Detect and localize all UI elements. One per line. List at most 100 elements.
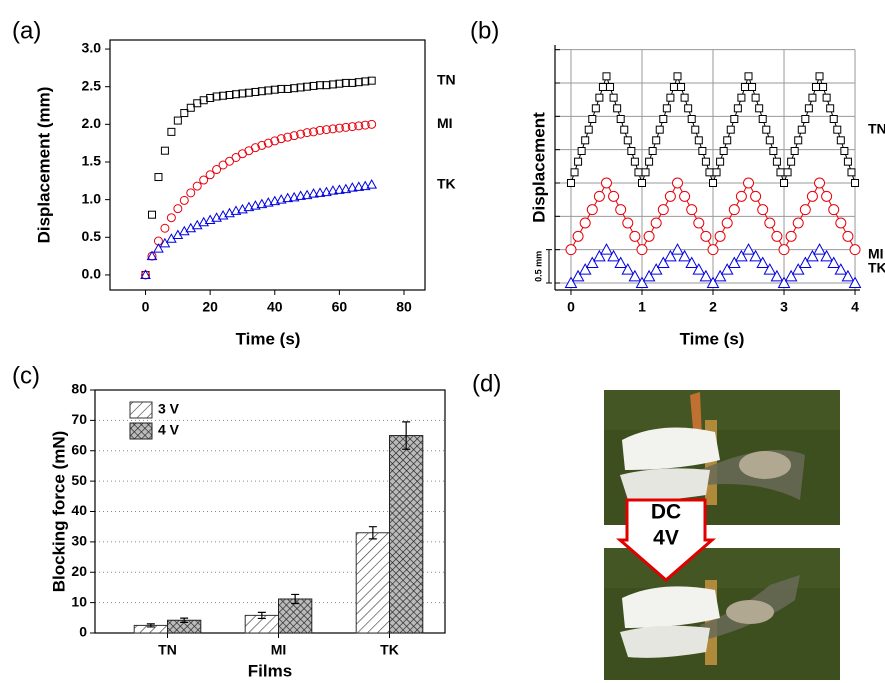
marker <box>811 83 820 91</box>
marker <box>230 205 242 215</box>
marker <box>664 249 677 262</box>
marker <box>296 83 305 92</box>
marker <box>641 168 650 177</box>
marker <box>637 179 646 187</box>
marker <box>179 195 189 205</box>
marker <box>608 190 620 202</box>
y-tick-label: 2.5 <box>82 77 102 93</box>
photo-before <box>604 390 840 525</box>
marker <box>621 263 635 275</box>
panel-label: (c) <box>12 362 40 389</box>
plot-frame <box>109 39 426 291</box>
marker <box>756 256 770 268</box>
marker <box>277 84 286 93</box>
marker <box>721 217 733 229</box>
marker <box>836 136 845 145</box>
marker <box>334 184 345 194</box>
marker <box>585 256 599 268</box>
marker <box>815 72 824 81</box>
y-tick-label: 1.0 <box>82 190 102 206</box>
marker <box>671 177 683 189</box>
marker <box>186 103 195 112</box>
marker <box>833 125 842 134</box>
marker <box>290 84 299 93</box>
marker <box>783 168 792 177</box>
marker <box>578 263 592 275</box>
x-tick-label: 3 <box>780 299 788 315</box>
marker <box>699 269 713 282</box>
y-tick-label: 0.5 <box>82 228 102 244</box>
marker <box>173 204 183 214</box>
series-label: MI <box>437 115 453 131</box>
marker <box>275 194 287 204</box>
marker <box>813 243 826 255</box>
marker <box>757 204 769 216</box>
marker <box>720 263 734 275</box>
marker <box>257 140 267 150</box>
marker <box>808 93 817 102</box>
marker <box>627 147 636 155</box>
marker <box>250 143 260 153</box>
marker <box>269 195 281 206</box>
marker <box>206 93 215 102</box>
marker <box>276 134 286 144</box>
marker <box>797 125 806 134</box>
marker <box>367 76 376 85</box>
marker <box>826 104 835 113</box>
marker <box>680 93 689 102</box>
marker <box>650 217 662 229</box>
y-axis-title: Displacement (mm) <box>34 87 53 244</box>
marker <box>257 87 266 96</box>
y-tick-label: 0.0 <box>82 266 102 282</box>
marker <box>636 244 648 256</box>
marker <box>769 147 778 155</box>
marker <box>579 217 591 229</box>
marker <box>780 179 789 187</box>
marker <box>814 177 826 189</box>
marker <box>712 168 721 177</box>
marker <box>341 122 351 132</box>
marker <box>301 189 313 200</box>
series-label: TK <box>437 175 456 191</box>
series-label: TN <box>437 71 456 87</box>
marker <box>609 93 618 102</box>
error-bar <box>402 421 411 450</box>
marker <box>706 276 720 288</box>
marker <box>166 213 176 223</box>
marker <box>622 217 634 229</box>
marker <box>772 157 781 166</box>
marker <box>693 217 705 229</box>
marker <box>282 192 294 203</box>
marker <box>691 125 700 134</box>
marker <box>762 125 771 134</box>
panel-label: (a) <box>12 17 41 44</box>
marker <box>847 168 856 177</box>
marker <box>743 177 755 189</box>
marker <box>677 83 686 91</box>
marker <box>565 244 577 256</box>
y-tick-label: 80 <box>71 381 87 397</box>
marker <box>243 201 255 212</box>
marker <box>820 249 833 262</box>
bar <box>389 435 424 634</box>
marker <box>822 93 831 102</box>
marker <box>251 87 260 96</box>
marker <box>570 168 579 177</box>
marker <box>354 121 364 131</box>
marker <box>159 237 171 248</box>
marker <box>728 204 740 216</box>
photo-panel: (d) DC 4V <box>472 370 840 680</box>
marker <box>749 249 762 262</box>
marker <box>316 81 324 90</box>
marker <box>678 249 691 262</box>
marker <box>199 175 209 185</box>
x-axis-title: Time (s) <box>236 329 301 348</box>
marker <box>842 230 854 242</box>
y-tick-label: 2.0 <box>82 115 102 131</box>
x-tick-label: TK <box>380 642 399 658</box>
marker <box>705 168 714 177</box>
marker <box>303 82 312 91</box>
marker <box>771 230 783 242</box>
marker <box>787 157 796 166</box>
